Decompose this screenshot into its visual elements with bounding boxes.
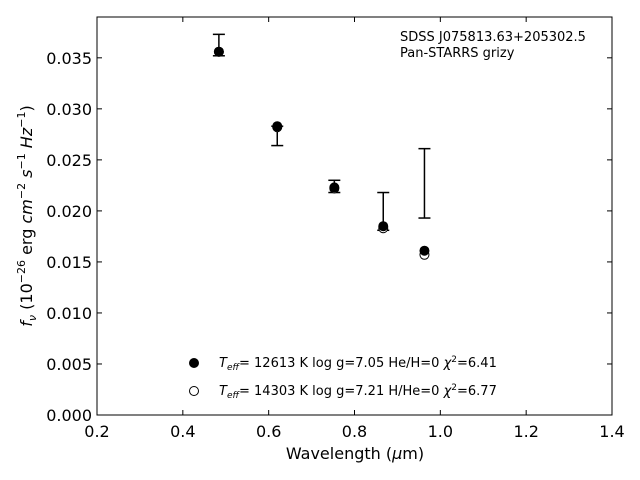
y-tick-label: 0.010 (46, 304, 92, 323)
x-tick-label: 1.4 (599, 422, 624, 441)
y-tick-label: 0.005 (46, 355, 92, 374)
y-tick-label: 0.015 (46, 253, 92, 272)
y-tick-label: 0.030 (46, 100, 92, 119)
legend-marker-open (189, 386, 199, 396)
y-tick-label: 0.035 (46, 49, 92, 68)
x-tick-label: 0.2 (84, 422, 109, 441)
model-point-filled (329, 182, 340, 193)
annotation-line-1: SDSS J075813.63+205302.5 (400, 30, 586, 45)
points-layer (213, 46, 430, 260)
annotation-line-2: Pan-STARRS grizy (400, 46, 515, 61)
plot-frame (96, 16, 613, 416)
x-tick-label: 1.0 (428, 422, 453, 441)
x-tick-label: 0.6 (256, 422, 281, 441)
legend-label-series-2: Teff= 14303 K log g=7.21 H/He=0 χ2=6.77 (219, 383, 497, 401)
x-tick-label: 0.8 (342, 422, 367, 441)
legend-label-series-1: Teff= 12613 K log g=7.05 He/H=0 χ2=6.41 (219, 355, 497, 373)
legend: Teff= 12613 K log g=7.05 He/H=0 χ2=6.41 … (189, 355, 497, 401)
model-point-filled (272, 121, 283, 132)
x-axis-label: Wavelength (μm) (286, 444, 424, 463)
x-tick-label: 1.2 (513, 422, 538, 441)
y-tick-label: 0.025 (46, 151, 92, 170)
y-axis-label: fν (10−26 erg cm−2 s−1 Hz−1) (15, 105, 39, 326)
y-tick-label: 0.000 (46, 406, 92, 425)
y-tick-label: 0.020 (46, 202, 92, 221)
error-bars-layer (212, 33, 431, 232)
model-point-filled (378, 221, 389, 232)
x-tick-label: 0.4 (170, 422, 195, 441)
ticks-layer: 0.2 0.4 0.6 0.8 1.0 1.2 1.4 0.000 0.005 0.010 0.01… (46, 17, 625, 441)
legend-marker-filled (189, 358, 199, 368)
model-point-filled (213, 46, 224, 57)
model-point-filled (419, 245, 430, 256)
